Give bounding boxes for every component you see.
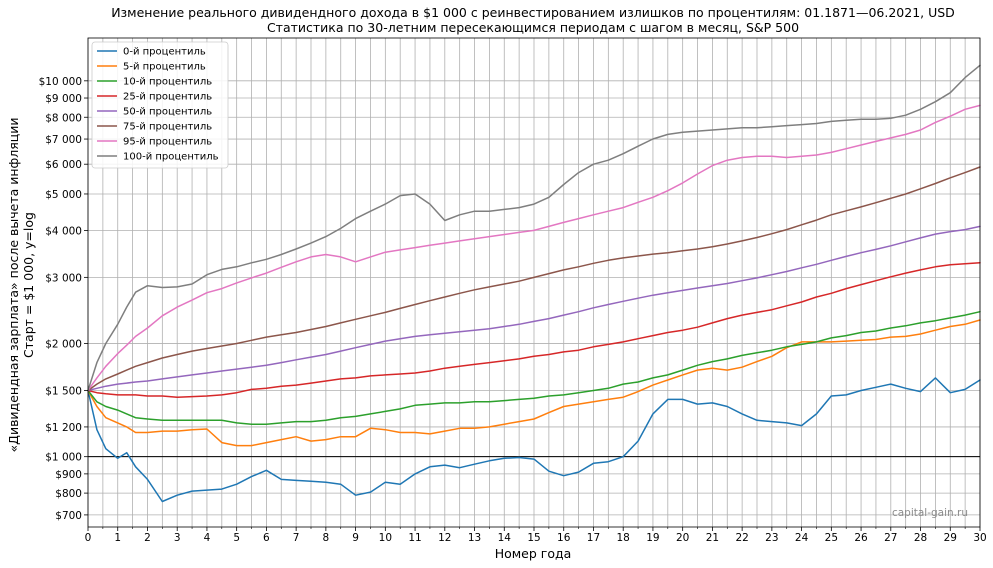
x-tick-label: 21: [706, 532, 719, 544]
x-tick-label: 1: [114, 532, 121, 544]
y-tick-label: $1 500: [45, 385, 82, 397]
chart-subtitle: Статистика по 30-летним пересекающимся п…: [267, 20, 799, 35]
legend-entry-2: 10-й процентиль: [123, 77, 212, 88]
y-tick-label: $7 000: [45, 134, 82, 146]
x-tick-label: 24: [795, 532, 809, 544]
chart-title: Изменение реального дивидендного дохода …: [111, 5, 955, 20]
legend-entry-7: 100-й процентиль: [123, 152, 219, 163]
x-tick-label: 9: [352, 532, 359, 544]
x-tick-label: 7: [293, 532, 300, 544]
x-tick-label: 25: [825, 532, 838, 544]
legend-entry-1: 5-й процентиль: [123, 62, 206, 73]
x-tick-label: 6: [263, 532, 270, 544]
legend-entry-3: 25-й процентиль: [123, 92, 212, 103]
x-tick-label: 3: [174, 532, 181, 544]
x-tick-label: 19: [646, 532, 659, 544]
y-tick-label: $8 000: [45, 112, 82, 124]
x-tick-label: 20: [676, 532, 689, 544]
x-tick-label: 15: [527, 532, 540, 544]
series-line-5: [87, 166, 981, 392]
y-tick-label: $700: [55, 510, 82, 522]
y-axis-label-line2: Старт = $1 000, y=log: [21, 212, 36, 358]
y-tick-label: $1 200: [45, 422, 82, 434]
series-line-1: [87, 319, 981, 447]
x-tick-label: 4: [204, 532, 211, 544]
series-line-6: [87, 104, 981, 392]
x-axis-ticks: 0 1 2 3 4 5 6 7 8 9 10 11 12 13 14 15 16 17 18 19 20 21 22 23 24…: [85, 527, 987, 544]
legend-entry-6: 95-й процентиль: [123, 137, 212, 148]
watermark: capital-gain.ru: [892, 507, 968, 519]
x-tick-label: 30: [973, 532, 986, 544]
legend-box: [91, 41, 229, 169]
x-tick-label: 13: [468, 532, 481, 544]
y-tick-label: $9 000: [45, 93, 82, 105]
y-tick-label: $4 000: [45, 225, 82, 237]
x-tick-label: 23: [765, 532, 778, 544]
y-tick-label: $10 000: [39, 76, 82, 88]
series-line-2: [87, 310, 981, 425]
y-tick-label: $3 000: [45, 272, 82, 284]
grid-lines: [87, 38, 981, 527]
y-tick-label: $2 000: [45, 339, 82, 351]
x-tick-label: 12: [438, 532, 451, 544]
x-tick-label: 26: [854, 532, 868, 544]
x-tick-label: 22: [735, 532, 748, 544]
y-axis-label-line1: «Дивидендная зарплата» после вычета инфл…: [6, 118, 21, 453]
legend: 0-й процентиль 5-й процентиль 10-й процент…: [91, 41, 229, 169]
x-tick-label: 14: [498, 532, 512, 544]
x-tick-label: 27: [884, 532, 897, 544]
x-tick-label: 18: [617, 532, 630, 544]
series-line-3: [87, 262, 981, 398]
x-tick-label: 29: [944, 532, 957, 544]
y-tick-label: $800: [55, 488, 82, 500]
legend-entry-5: 75-й процентиль: [123, 122, 212, 133]
legend-entry-4: 50-й процентиль: [123, 107, 212, 118]
x-tick-label: 11: [408, 532, 421, 544]
x-tick-label: 16: [557, 532, 571, 544]
y-tick-label: $1 000: [45, 452, 82, 464]
series-line-4: [87, 225, 981, 392]
series-line-7: [87, 64, 981, 392]
x-tick-label: 8: [323, 532, 330, 544]
x-tick-label: 10: [379, 532, 392, 544]
x-tick-label: 28: [914, 532, 927, 544]
legend-entry-0: 0-й процентиль: [123, 47, 206, 58]
x-tick-label: 17: [587, 532, 600, 544]
x-tick-label: 2: [144, 532, 151, 544]
y-tick-label: $900: [55, 469, 82, 481]
y-tick-label: $5 000: [45, 189, 82, 201]
x-tick-label: 0: [85, 532, 92, 544]
series-line-0: [87, 377, 981, 503]
x-axis-label: Номер года: [495, 546, 572, 561]
y-tick-label: $6 000: [45, 159, 82, 171]
y-axis-ticks: $700 $800 $900 $1 000 $1 200 $1 500 $2 000 $3 0…: [39, 76, 88, 522]
series-lines: [87, 64, 981, 503]
x-tick-label: 5: [233, 532, 240, 544]
